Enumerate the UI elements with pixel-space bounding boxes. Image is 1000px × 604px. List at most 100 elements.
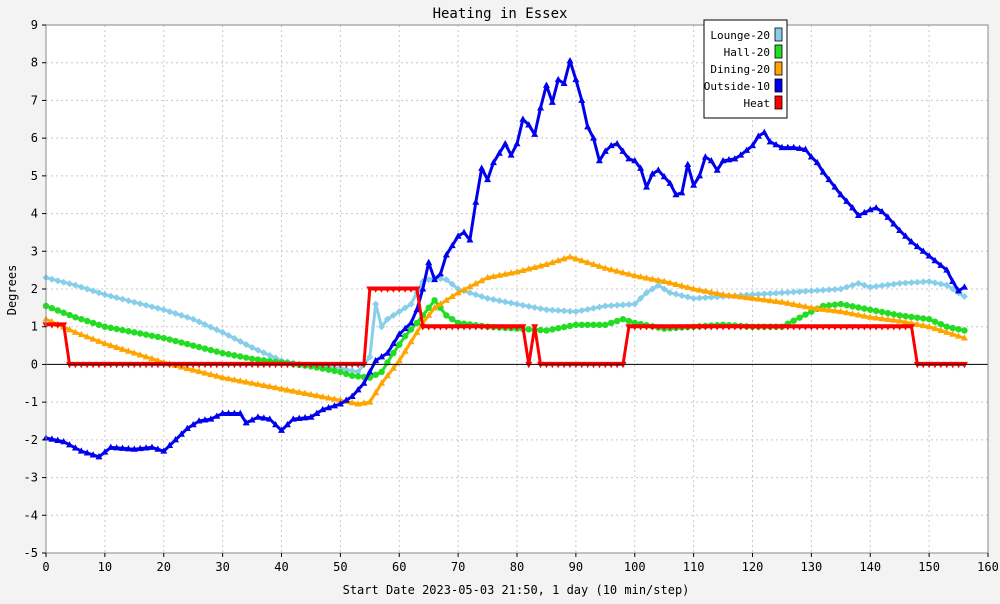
data-point-heat [560,361,568,369]
data-point-heat [513,324,521,331]
data-point-dining-20 [925,322,933,330]
data-point-lounge-20 [849,281,857,289]
data-point-hall-20 [390,349,397,357]
data-point-outside-10 [419,285,427,292]
data-point-heat [472,324,480,331]
data-point-lounge-20 [913,278,921,286]
data-point-heat [849,324,857,331]
data-point-hall-20 [142,331,150,338]
data-point-hall-20 [625,317,633,325]
data-point-heat [672,324,680,331]
data-point-dining-20 [760,296,768,303]
data-point-dining-20 [378,379,386,386]
data-point-outside-10 [713,166,721,173]
data-point-heat [690,324,698,331]
data-point-hall-20 [131,329,138,336]
data-point-lounge-20 [884,281,892,289]
data-point-dining-20 [531,263,539,271]
data-point-dining-20 [772,297,780,304]
data-point-outside-10 [366,368,374,375]
data-point-hall-20 [242,354,250,361]
data-point-heat [684,324,692,331]
data-point-dining-20 [313,391,321,399]
data-point-heat [519,324,527,331]
data-point-dining-20 [230,376,238,383]
data-point-outside-10 [448,241,456,249]
data-point-heat [342,361,350,369]
data-point-hall-20 [543,327,550,334]
data-point-lounge-20 [124,297,132,305]
legend-swatch-heat [774,95,783,110]
data-point-dining-20 [801,302,809,310]
data-point-hall-20 [219,349,226,357]
data-point-heat [154,361,162,369]
data-point-hall-20 [937,321,945,328]
data-point-outside-10 [54,436,62,443]
data-point-outside-10 [860,208,868,216]
data-point-heat [295,361,303,369]
data-point-outside-10 [401,324,409,332]
data-point-hall-20 [354,373,362,380]
data-point-dining-20 [219,373,227,381]
data-point-outside-10 [66,441,74,448]
data-point-dining-20 [648,275,656,282]
data-point-heat [819,324,827,331]
data-point-heat [890,324,898,331]
data-point-outside-10 [236,409,244,416]
data-point-lounge-20 [896,279,904,287]
data-point-lounge-20 [71,281,79,289]
data-point-dining-20 [519,266,527,274]
data-point-lounge-20 [448,280,456,288]
data-point-outside-10 [130,445,138,452]
data-point-heat [383,286,391,293]
data-point-lounge-20 [613,301,621,309]
data-point-outside-10 [484,175,492,183]
x-tick-label: 60 [392,560,406,574]
data-point-heat [590,361,598,369]
data-point-dining-20 [142,353,150,360]
data-point-dining-20 [949,330,957,337]
data-point-hall-20 [95,321,103,329]
data-point-heat [872,324,880,331]
data-point-outside-10 [166,441,174,449]
data-point-dining-20 [590,260,598,267]
data-point-lounge-20 [119,295,127,303]
data-point-lounge-20 [160,306,168,314]
data-point-outside-10 [154,445,162,452]
data-point-lounge-20 [760,290,768,298]
data-point-lounge-20 [189,315,197,323]
data-point-hall-20 [837,300,845,308]
data-point-outside-10 [913,242,921,250]
data-point-outside-10 [60,437,68,445]
data-point-hall-20 [148,332,156,339]
legend-label-outside-10: Outside-10 [704,80,770,93]
data-point-dining-20 [884,315,892,323]
data-point-lounge-20 [707,293,715,301]
data-point-lounge-20 [854,279,862,287]
data-point-dining-20 [631,272,639,279]
data-point-lounge-20 [907,279,915,287]
data-point-hall-20 [348,372,356,379]
data-point-hall-20 [66,311,73,319]
data-point-outside-10 [578,96,586,103]
x-tick-label: 120 [742,560,764,574]
data-point-lounge-20 [101,291,109,299]
data-point-dining-20 [854,311,862,318]
data-point-lounge-20 [407,300,415,308]
data-point-heat [813,324,821,331]
data-point-outside-10 [784,143,792,151]
data-point-heat [825,324,833,331]
data-point-outside-10 [136,444,144,452]
data-point-outside-10 [472,198,480,205]
data-point-dining-20 [537,262,545,269]
data-point-lounge-20 [183,313,191,321]
y-tick-label: 7 [31,93,38,107]
data-point-outside-10 [872,204,880,211]
data-point-lounge-20 [248,343,256,351]
data-point-heat [749,324,756,331]
data-point-dining-20 [484,273,492,281]
data-point-lounge-20 [136,300,144,308]
data-point-heat [654,324,662,331]
